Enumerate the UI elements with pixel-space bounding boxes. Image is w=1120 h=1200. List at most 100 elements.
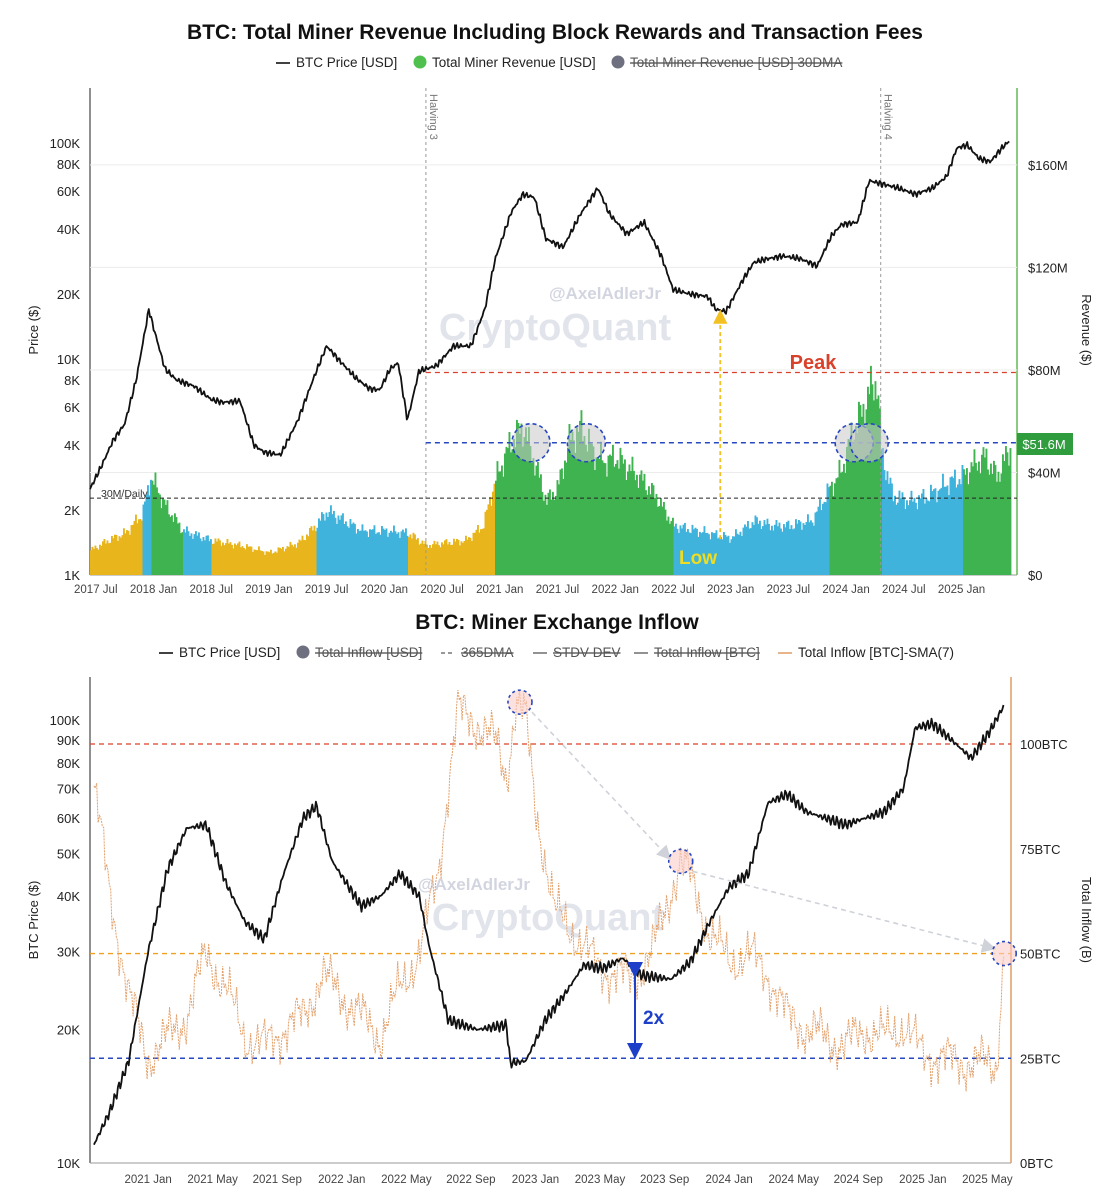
revenue-bar xyxy=(795,519,797,575)
revenue-bar xyxy=(630,471,632,575)
revenue-bar xyxy=(547,492,550,575)
revenue-bar xyxy=(952,478,955,575)
revenue-bar xyxy=(636,474,638,575)
revenue-bar xyxy=(937,490,940,575)
revenue-bar xyxy=(460,541,463,575)
revenue-bar xyxy=(183,529,185,575)
legend2-inflow-btc[interactable]: Total Inflow [BTC] xyxy=(654,645,760,660)
revenue-bar xyxy=(153,484,155,575)
revenue-bar xyxy=(712,533,715,575)
revenue-bar xyxy=(415,539,418,575)
revenue-bar xyxy=(333,510,335,575)
legend1-revenue[interactable]: Total Miner Revenue [USD] xyxy=(432,55,596,70)
revenue-bar xyxy=(154,472,157,575)
chart1-y-right-tick: $120M xyxy=(1028,260,1068,275)
revenue-bar xyxy=(220,545,223,575)
revenue-bar xyxy=(697,536,700,575)
chart1-y-tick: 1K xyxy=(64,568,80,583)
legend2-stdv-dev[interactable]: STDV DEV xyxy=(553,645,621,660)
revenue-bar xyxy=(513,438,515,575)
revenue-bar xyxy=(979,473,982,575)
legend2-price[interactable]: BTC Price [USD] xyxy=(179,645,280,660)
revenue-bar xyxy=(796,523,799,575)
legend2-inflow-sma[interactable]: Total Inflow [BTC]-SMA(7) xyxy=(798,645,954,660)
revenue-bar xyxy=(615,463,617,575)
revenue-bar xyxy=(1005,446,1007,575)
revenue-bar xyxy=(234,543,236,575)
revenue-bar xyxy=(909,500,911,575)
legend2-inflow-usd[interactable]: Total Inflow [USD] xyxy=(315,645,422,660)
revenue-bar xyxy=(364,530,367,575)
revenue-bar xyxy=(297,542,299,575)
revenue-bar xyxy=(688,532,691,575)
revenue-bar xyxy=(879,408,881,575)
revenue-bar xyxy=(621,455,623,575)
revenue-bar xyxy=(244,549,247,575)
chart1-y-tick: 40K xyxy=(57,222,80,237)
revenue-bar xyxy=(618,468,620,575)
revenue-bar xyxy=(660,498,662,575)
revenue-bar xyxy=(832,496,835,575)
revenue-bar xyxy=(964,474,967,575)
revenue-bar xyxy=(648,486,650,575)
revenue-bar xyxy=(139,519,142,575)
revenue-bar xyxy=(400,531,403,575)
chart2-x-tick: 2025 Jan xyxy=(899,1174,946,1186)
revenue-bar xyxy=(729,542,731,575)
revenue-bar xyxy=(285,548,287,575)
revenue-bar xyxy=(100,545,103,575)
revenue-bar xyxy=(237,543,239,575)
chart1-y-tick: 100K xyxy=(50,136,81,151)
chart1-x-tick: 2021 Jan xyxy=(476,584,523,596)
revenue-bar xyxy=(558,484,560,575)
revenue-bar xyxy=(210,539,212,575)
revenue-bar xyxy=(714,533,716,575)
revenue-bar xyxy=(330,505,332,575)
revenue-bar xyxy=(348,527,350,575)
revenue-bar xyxy=(955,487,958,575)
revenue-bar xyxy=(969,472,971,575)
revenue-bar xyxy=(915,502,917,575)
revenue-bar xyxy=(777,526,779,575)
revenue-bar xyxy=(829,485,832,575)
chart1-legend: BTC Price [USD] Total Miner Revenue [USD… xyxy=(276,55,842,70)
revenue-bar xyxy=(709,539,712,575)
revenue-bar xyxy=(717,538,719,575)
revenue-bar xyxy=(298,539,301,575)
revenue-bar xyxy=(649,494,652,575)
chart1-y-tick: 8K xyxy=(64,373,80,388)
legend2-365dma[interactable]: 365DMA xyxy=(461,645,514,660)
legend1-price[interactable]: BTC Price [USD] xyxy=(296,55,397,70)
revenue-bar xyxy=(783,524,785,575)
revenue-bar xyxy=(1008,465,1010,575)
revenue-bar xyxy=(304,540,307,575)
revenue-bar xyxy=(109,542,112,575)
gray-dot-icon xyxy=(296,645,310,659)
revenue-bar xyxy=(145,494,148,575)
revenue-bar xyxy=(436,541,439,575)
revenue-bar xyxy=(204,540,206,575)
chart2-legend: BTC Price [USD] Total Inflow [USD] 365DM… xyxy=(159,645,954,660)
revenue-bar xyxy=(456,538,458,575)
revenue-bar xyxy=(849,439,851,575)
revenue-bar xyxy=(478,532,481,575)
revenue-bar xyxy=(934,488,937,575)
revenue-bar xyxy=(780,528,782,575)
revenue-bar xyxy=(583,435,586,575)
chart1-x-tick: 2020 Jul xyxy=(420,584,463,596)
revenue-bar xyxy=(876,399,878,575)
legend1-revenue-30dma[interactable]: Total Miner Revenue [USD] 30DMA xyxy=(630,55,842,70)
chart1-y-right-tick: $80M xyxy=(1028,363,1061,378)
revenue-bar xyxy=(229,542,232,575)
chart2-x-tick: 2022 May xyxy=(381,1174,432,1186)
chart2-y-tick: 30K xyxy=(57,945,80,960)
revenue-bar xyxy=(334,517,337,575)
highlight-circle xyxy=(566,422,607,463)
revenue-bar xyxy=(510,452,512,575)
revenue-bar xyxy=(213,543,215,575)
chart1-x-tick: 2021 Jul xyxy=(536,584,579,596)
revenue-bar xyxy=(126,530,128,575)
revenue-bar xyxy=(930,484,932,575)
revenue-bar xyxy=(733,536,736,575)
revenue-bar xyxy=(568,424,571,575)
